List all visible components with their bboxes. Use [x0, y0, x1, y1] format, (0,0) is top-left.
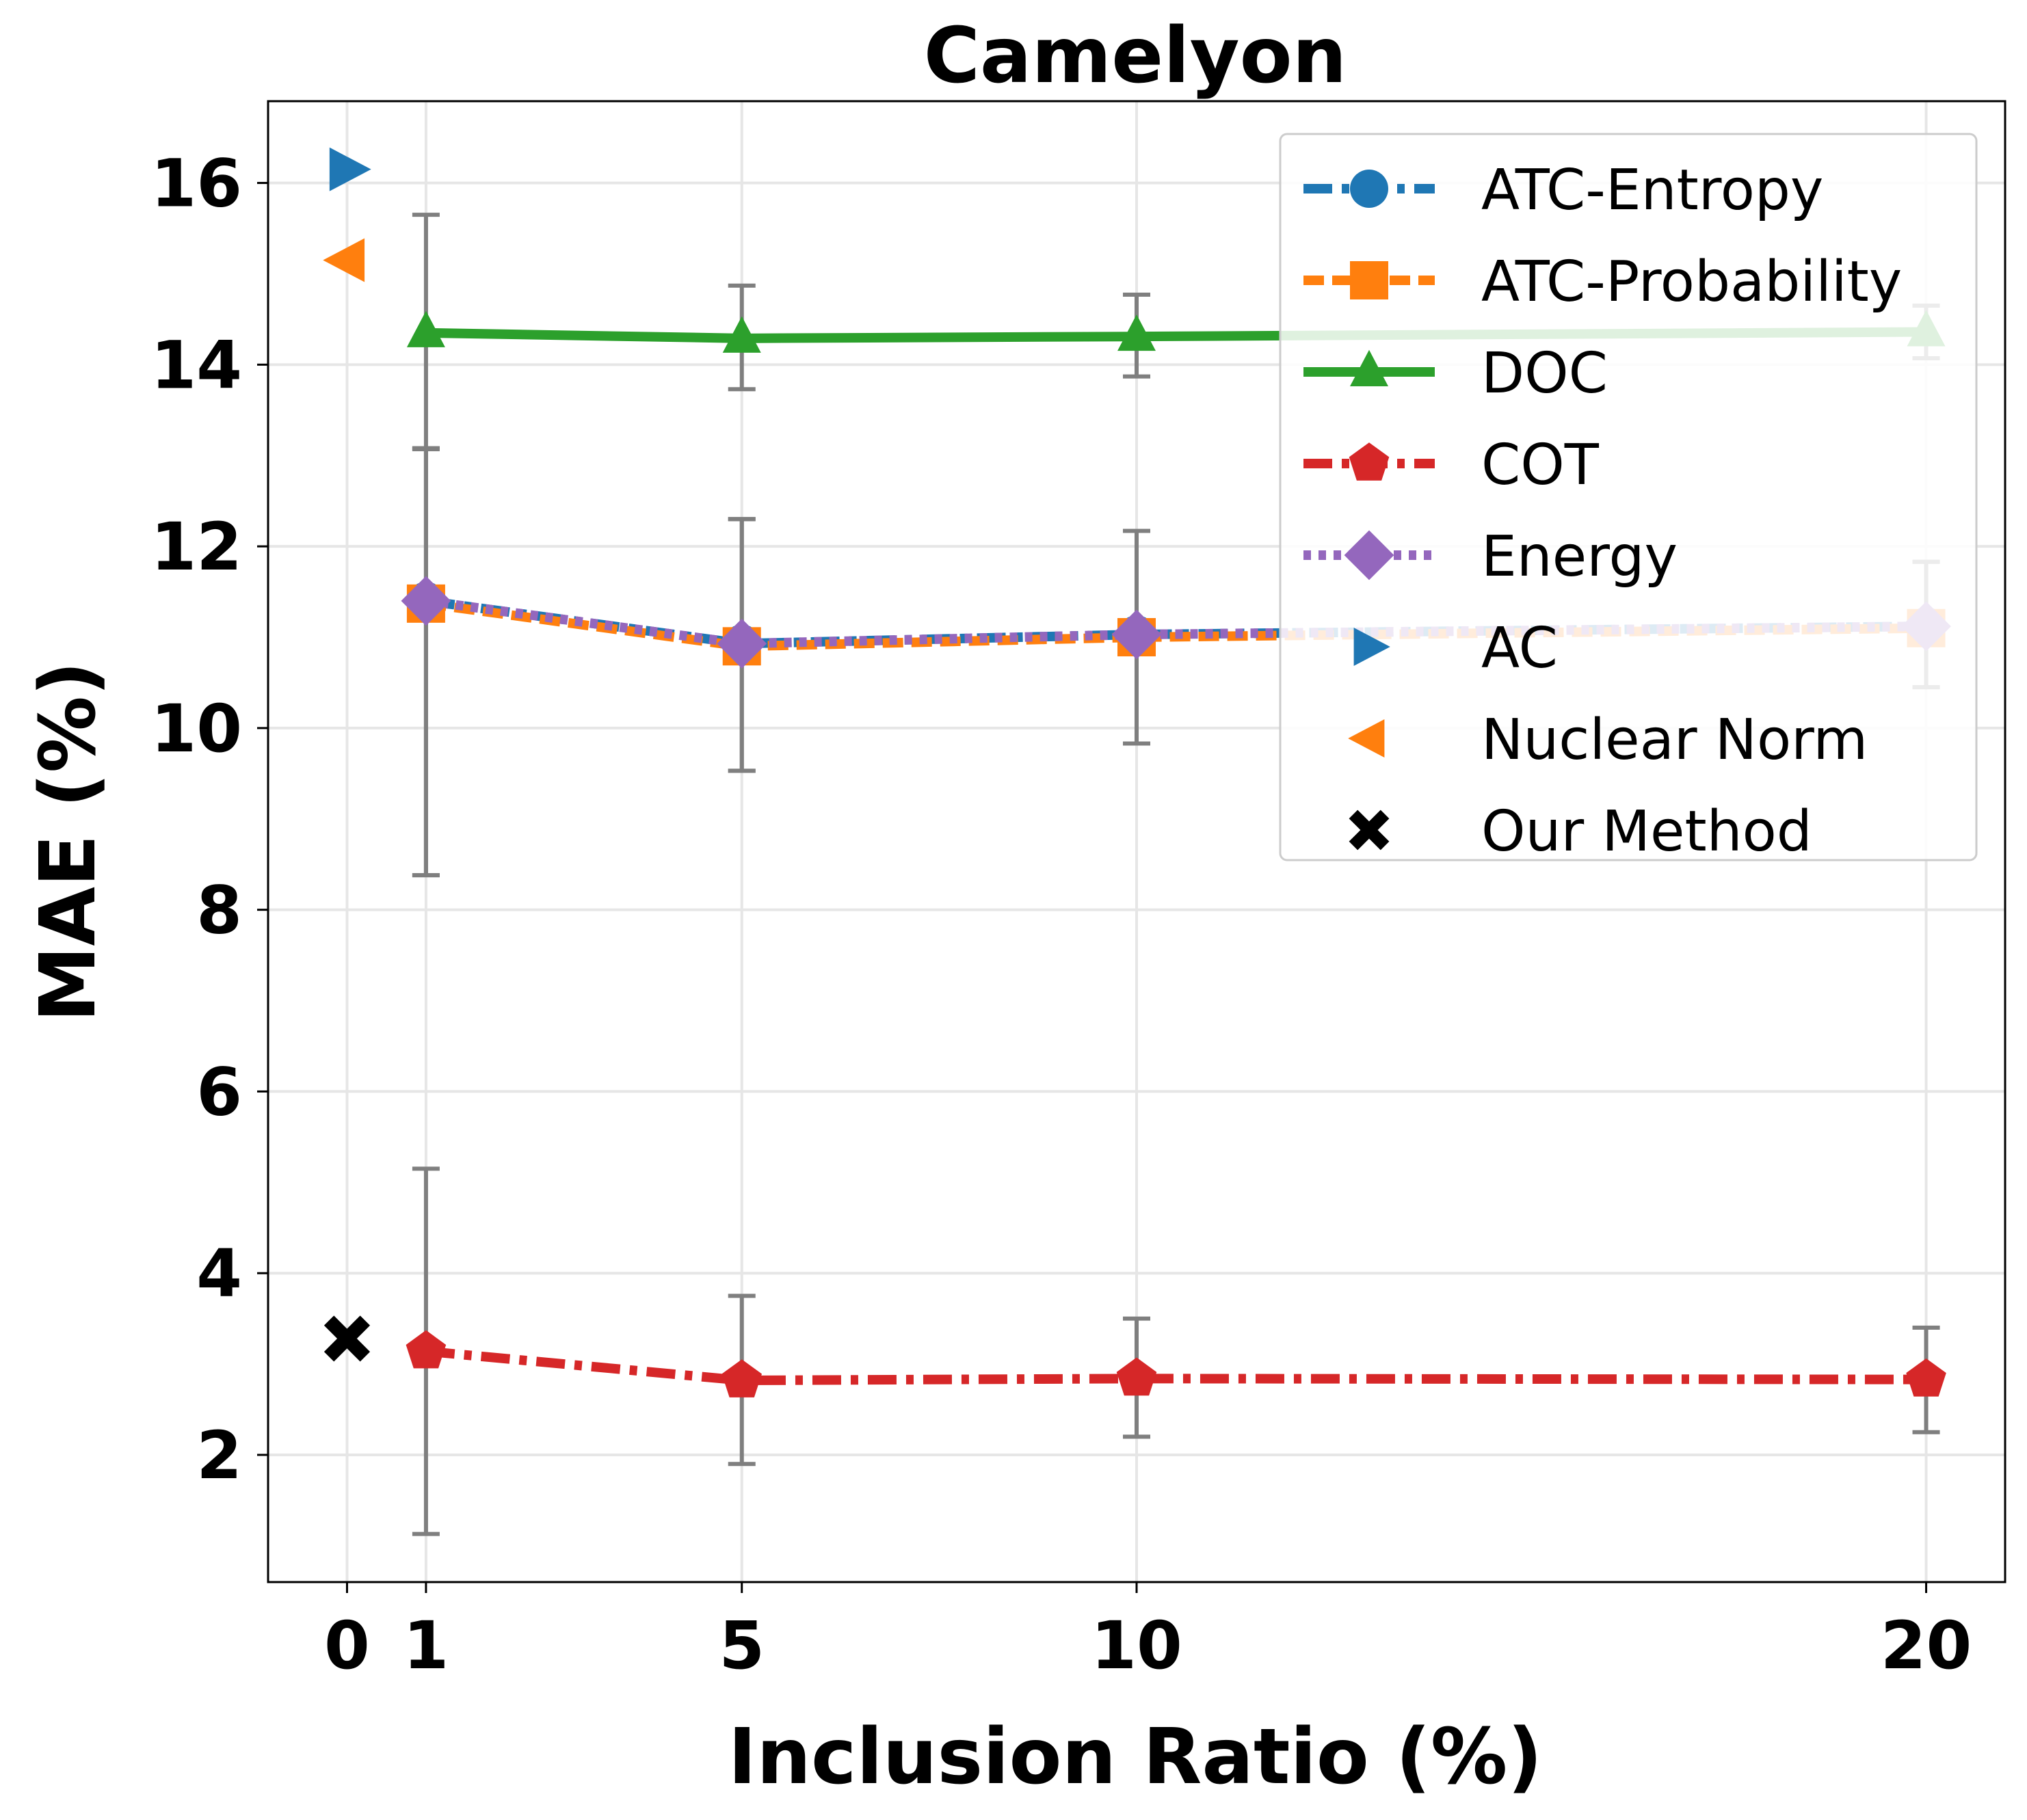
data-point-ac — [329, 147, 371, 191]
data-point-cot — [1906, 1358, 1946, 1397]
data-point-doc — [1117, 314, 1156, 351]
y-tick-label: 16 — [150, 146, 242, 222]
y-tick-label: 10 — [150, 691, 242, 767]
y-axis-label: MAE (%) — [24, 661, 113, 1022]
x-axis-label: Inclusion Ratio (%) — [728, 1713, 1543, 1802]
data-point-energy — [717, 618, 767, 669]
data-point-cot — [721, 1359, 763, 1397]
legend-item: ATC-Entropy — [1303, 158, 1823, 223]
legend-item: ATC-Probability — [1303, 250, 1902, 315]
y-tick-label: 2 — [196, 1417, 242, 1494]
data-point-nuclear-norm — [323, 238, 365, 282]
legend-marker — [1350, 261, 1388, 299]
legend-marker — [1344, 530, 1394, 580]
legend-item: DOC — [1303, 341, 1608, 406]
legend-item: AC — [1353, 616, 1558, 681]
legend-label: ATC-Probability — [1481, 250, 1902, 315]
x-tick-label: 5 — [719, 1607, 765, 1684]
error-bar — [412, 446, 440, 878]
data-point-cot — [1116, 1357, 1157, 1396]
y-tick-label: 12 — [150, 509, 242, 585]
y-tick-label: 8 — [196, 872, 242, 949]
legend-label: Nuclear Norm — [1481, 708, 1868, 773]
legend-label: Our Method — [1481, 799, 1812, 864]
legend-item: Nuclear Norm — [1348, 708, 1868, 773]
legend-marker — [1349, 442, 1390, 481]
legend-label: AC — [1481, 616, 1558, 681]
x-tick-label: 20 — [1881, 1607, 1972, 1684]
data-point-energy — [401, 576, 451, 626]
legend-marker — [1348, 719, 1385, 758]
data-point-energy — [1111, 609, 1162, 660]
data-point-doc — [722, 316, 761, 353]
y-tick-label: 4 — [196, 1235, 242, 1312]
legend-label: Energy — [1481, 524, 1678, 589]
y-tick-label: 6 — [196, 1054, 242, 1130]
legend-item: COT — [1303, 433, 1600, 498]
x-axis-ticks: 0 1 5 10 20 — [324, 1582, 1972, 1684]
series-line-cot — [425, 1346, 1926, 1385]
x-tick-label: 1 — [403, 1607, 449, 1684]
legend-box — [1279, 133, 1978, 861]
data-point-cot — [406, 1330, 447, 1369]
series-line-energy — [425, 595, 1926, 649]
legend-label: DOC — [1481, 341, 1608, 406]
legend-item: Our Method — [1349, 799, 1812, 864]
y-axis-ticks: 2 4 6 8 10 12 14 16 — [150, 146, 268, 1494]
chart-title: Camelyon — [924, 12, 1347, 101]
legend-marker — [1350, 349, 1388, 386]
legend-label: COT — [1481, 433, 1600, 498]
x-tick-label: 10 — [1091, 1607, 1182, 1684]
data-point-doc — [406, 310, 445, 347]
x-tick-label: 0 — [324, 1607, 370, 1684]
legend-marker — [1349, 809, 1390, 851]
legend: ATC-Entropy ATC-Probability DOC COT Energy AC… — [1279, 133, 1978, 864]
legend-item: Energy — [1303, 524, 1678, 589]
data-point-our-method — [323, 1315, 371, 1362]
legend-marker — [1350, 170, 1388, 208]
legend-marker — [1353, 628, 1390, 666]
legend-label: ATC-Entropy — [1481, 158, 1823, 223]
y-tick-label: 14 — [150, 327, 242, 403]
